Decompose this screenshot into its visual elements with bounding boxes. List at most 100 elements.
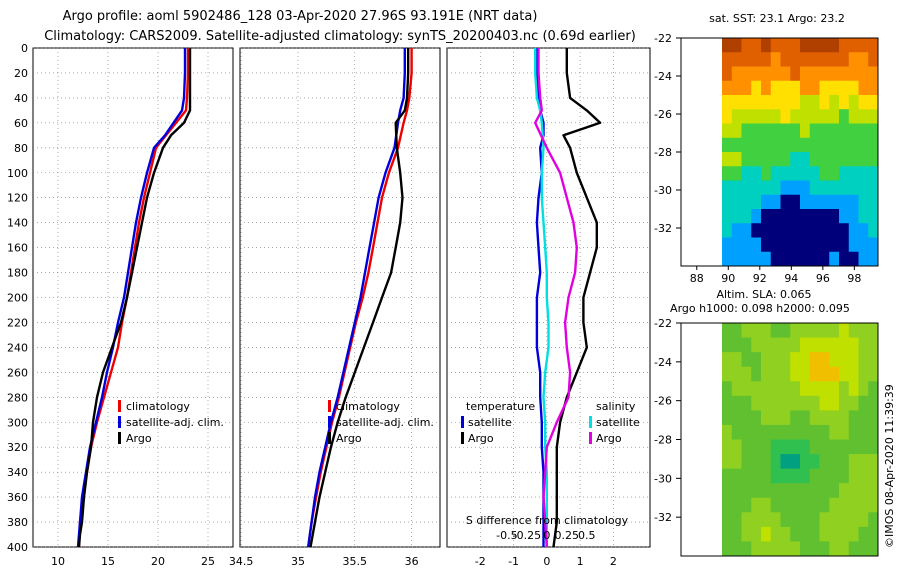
legend-label-sal-satellite: satellite (596, 416, 640, 429)
map-cell (819, 497, 830, 513)
map-cell (868, 123, 879, 139)
map-cell (858, 95, 869, 110)
map-cell (819, 194, 830, 210)
map-cell (761, 38, 772, 53)
map-cell (780, 483, 791, 499)
map-cell (790, 152, 801, 167)
map-cell (858, 439, 869, 455)
map-cell (868, 454, 879, 470)
map-cell (839, 337, 850, 353)
map-cell (741, 337, 752, 353)
sla-map: -22 -24 -26 -28 -30 -32 (654, 317, 879, 557)
map-cell (848, 109, 859, 124)
secondary-x-tick-label: 0.5 (578, 529, 596, 542)
map-cell (868, 410, 879, 426)
map-cell (868, 180, 879, 196)
secondary-x-tick-label: -0.5 (496, 529, 517, 542)
y-tick-label: 180 (7, 267, 28, 280)
map-cell (848, 541, 859, 557)
map-cell (722, 223, 733, 238)
map-cell (761, 454, 772, 470)
map-cell (722, 468, 733, 484)
map-cell (731, 223, 742, 238)
y-tick-label: 0 (21, 42, 28, 55)
map-cell (829, 454, 840, 470)
map-cell (839, 137, 850, 153)
map-cell (848, 424, 859, 440)
map-cell (829, 123, 840, 139)
map-cell (731, 454, 742, 470)
map-cell (751, 337, 762, 353)
secondary-x-tick-label: 0.25 (555, 529, 580, 542)
map-cell (829, 337, 840, 353)
map-cell (839, 180, 850, 196)
map-cell (741, 209, 752, 224)
map-cell (868, 80, 879, 96)
map-cell (829, 410, 840, 426)
map-cell (761, 194, 772, 210)
legend-label-argo: Argo (336, 432, 362, 445)
map-cell (829, 468, 840, 484)
map-cell (868, 381, 879, 397)
map-cell (800, 123, 811, 139)
map-cell (790, 381, 801, 397)
map-cell (858, 468, 869, 484)
map-cell (780, 237, 791, 253)
map-cell (780, 468, 791, 484)
map-cell (741, 95, 752, 110)
map-cell (819, 366, 830, 382)
map-cell (761, 468, 772, 484)
map-cell (809, 152, 820, 167)
map-cell (761, 251, 772, 267)
x-tick-label: -2 (475, 555, 486, 568)
y-tick-label: 340 (7, 466, 28, 479)
map-cell (858, 166, 869, 181)
map-cell (780, 137, 791, 153)
map-cell (731, 512, 742, 528)
map-cell (722, 410, 733, 426)
map-cell (839, 38, 850, 53)
map-cell (741, 439, 752, 455)
x-tick-label: -1 (508, 555, 519, 568)
map-cell (722, 526, 733, 542)
map-cell (722, 137, 733, 153)
map-cell (722, 194, 733, 210)
legend-label-temp-satellite: satellite (468, 416, 512, 429)
map-cell (858, 251, 869, 267)
map-cell (780, 497, 791, 513)
map-cell (770, 512, 781, 528)
map-cell (809, 352, 820, 368)
map-cell (731, 209, 742, 224)
map-cell (809, 38, 820, 53)
map-cell (751, 95, 762, 110)
map-cell (741, 526, 752, 542)
map-y-tick-label: -30 (654, 184, 672, 197)
map-cell (800, 80, 811, 96)
map-cell (780, 223, 791, 238)
map-cell (741, 323, 752, 338)
map-cell (741, 497, 752, 513)
map-cell (839, 109, 850, 124)
map-cell (751, 194, 762, 210)
map-cell (858, 381, 869, 397)
map-cell (741, 483, 752, 499)
map-cell (858, 512, 869, 528)
y-tick-label: 220 (7, 316, 28, 329)
map-cell (800, 223, 811, 238)
title-line-2: Climatology: CARS2009. Satellite-adjuste… (44, 29, 636, 44)
map-cell (790, 541, 801, 557)
map-cell (819, 410, 830, 426)
x-tick-label: 2 (610, 555, 617, 568)
map-cell (809, 166, 820, 181)
map-cell (809, 526, 820, 542)
map-cell (858, 223, 869, 238)
map-cell (800, 194, 811, 210)
map-cell (761, 166, 772, 181)
map-cell (731, 194, 742, 210)
legend-swatch-argo (118, 432, 121, 444)
map-cell (731, 483, 742, 499)
map-cell (722, 38, 733, 53)
map-cell (829, 251, 840, 267)
map-cell (751, 209, 762, 224)
map-cell (770, 123, 781, 139)
